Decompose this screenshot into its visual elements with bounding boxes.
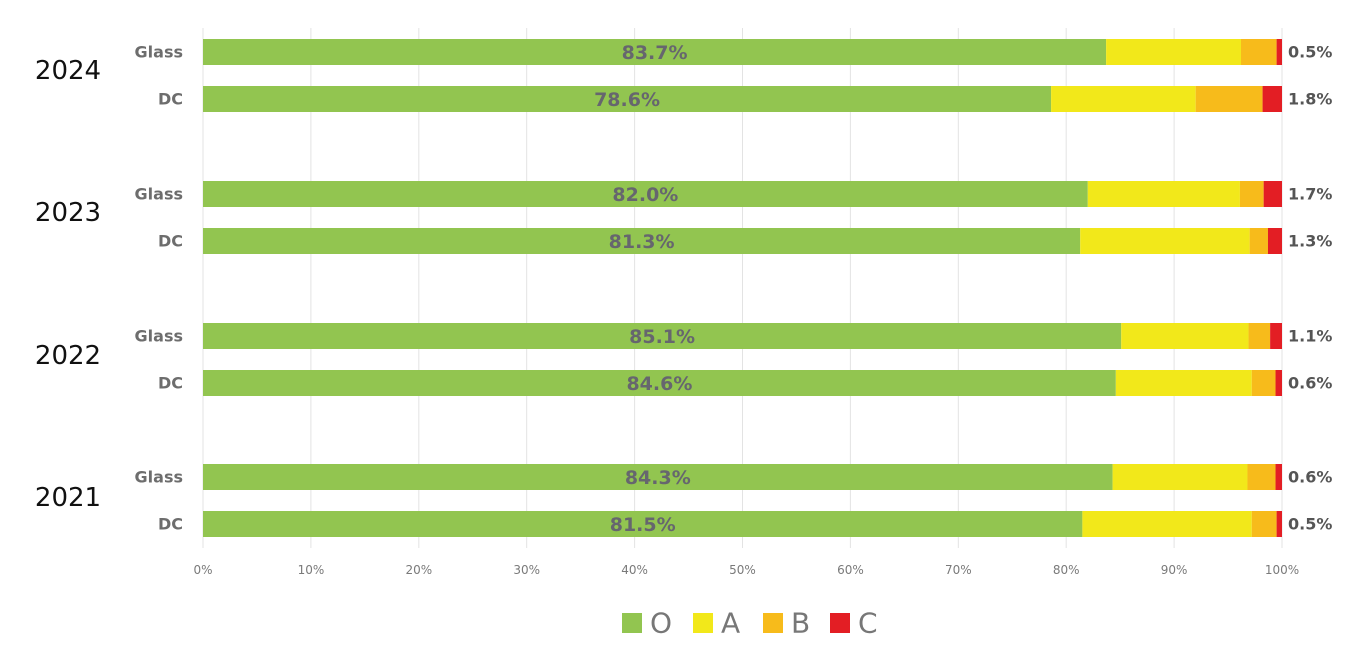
data-label: 84.3% [625,467,691,489]
bar-segment-A [1051,86,1196,112]
bar-segment-B [1240,39,1277,65]
bar-segment-O [203,323,1122,349]
bar-segment-C [1276,511,1282,537]
bar-segment-O [203,511,1083,537]
category-label: DC [158,90,183,109]
year-label: 2024 [35,56,101,86]
x-axis: 0% 10% 20% 30% 40% 50% 60% 70% 80% 90% 100% [193,563,1299,577]
x-tick-label: 70% [945,563,972,577]
legend-swatch [622,613,642,633]
year-label: 2021 [35,483,101,513]
x-tick-label: 40% [621,563,648,577]
x-tick-label: 50% [729,563,756,577]
labels: 2024 Glass 83.7% 0.5% DC 78.6% 1.8% 2023 Glass 82… [35,42,1332,536]
bar-segment-B [1251,511,1277,537]
end-data-label: 0.5% [1288,43,1332,62]
bar-segment-C [1270,323,1282,349]
data-label: 81.5% [610,514,676,536]
end-data-label: 0.6% [1288,468,1332,487]
data-label: 78.6% [594,89,660,111]
year-label: 2023 [35,198,101,228]
year-label: 2022 [35,341,101,371]
data-label: 85.1% [629,326,695,348]
bar-segment-O [203,86,1052,112]
end-data-label: 1.8% [1288,90,1332,109]
bar-segment-C [1275,464,1282,490]
x-tick-label: 30% [513,563,540,577]
category-label: Glass [135,327,183,346]
x-tick-label: 80% [1053,563,1080,577]
bar-segment-B [1251,370,1276,396]
category-label: DC [158,515,183,534]
bar-segment-O [203,228,1081,254]
bar-segment-B [1195,86,1263,112]
data-label: 82.0% [612,184,678,206]
bar-segment-A [1106,39,1241,65]
bar-segment-C [1275,370,1282,396]
bar-segment-C [1267,228,1282,254]
bar-segment-A [1112,464,1248,490]
data-label: 83.7% [622,42,688,64]
bar-segment-A [1082,511,1252,537]
bar-segment-A [1087,181,1240,207]
category-label: DC [158,232,183,251]
bar-segment-B [1247,464,1276,490]
x-tick-label: 10% [298,563,325,577]
category-label: Glass [135,468,183,487]
category-label: Glass [135,43,183,62]
bar-segment-A [1121,323,1249,349]
bars [203,39,1282,537]
end-data-label: 1.7% [1288,185,1332,204]
legend-label: A [721,607,740,640]
x-tick-label: 100% [1265,563,1299,577]
category-label: DC [158,374,183,393]
bar-segment-C [1276,39,1282,65]
end-data-label: 0.6% [1288,374,1332,393]
bar-segment-B [1239,181,1264,207]
end-data-label: 0.5% [1288,515,1332,534]
legend-swatch [830,613,850,633]
bar-segment-C [1263,181,1282,207]
bar-segment-A [1115,370,1252,396]
legend-swatch [693,613,713,633]
legend-label: C [858,607,878,640]
data-label: 81.3% [609,231,675,253]
bar-segment-O [203,181,1088,207]
bar-segment-C [1262,86,1282,112]
category-label: Glass [135,185,183,204]
bar-segment-O [203,370,1116,396]
legend-label: O [650,607,672,640]
legend-label: B [791,607,810,640]
bar-segment-O [203,464,1113,490]
end-data-label: 1.3% [1288,232,1332,251]
x-tick-label: 90% [1161,563,1188,577]
x-tick-label: 20% [405,563,432,577]
bar-segment-B [1249,228,1268,254]
bar-segment-B [1248,323,1271,349]
x-tick-label: 60% [837,563,864,577]
end-data-label: 1.1% [1288,327,1332,346]
data-label: 84.6% [626,373,692,395]
bar-segment-O [203,39,1107,65]
gridlines [202,28,1283,548]
legend-swatch [763,613,783,633]
x-tick-label: 0% [193,563,212,577]
bar-segment-A [1080,228,1250,254]
